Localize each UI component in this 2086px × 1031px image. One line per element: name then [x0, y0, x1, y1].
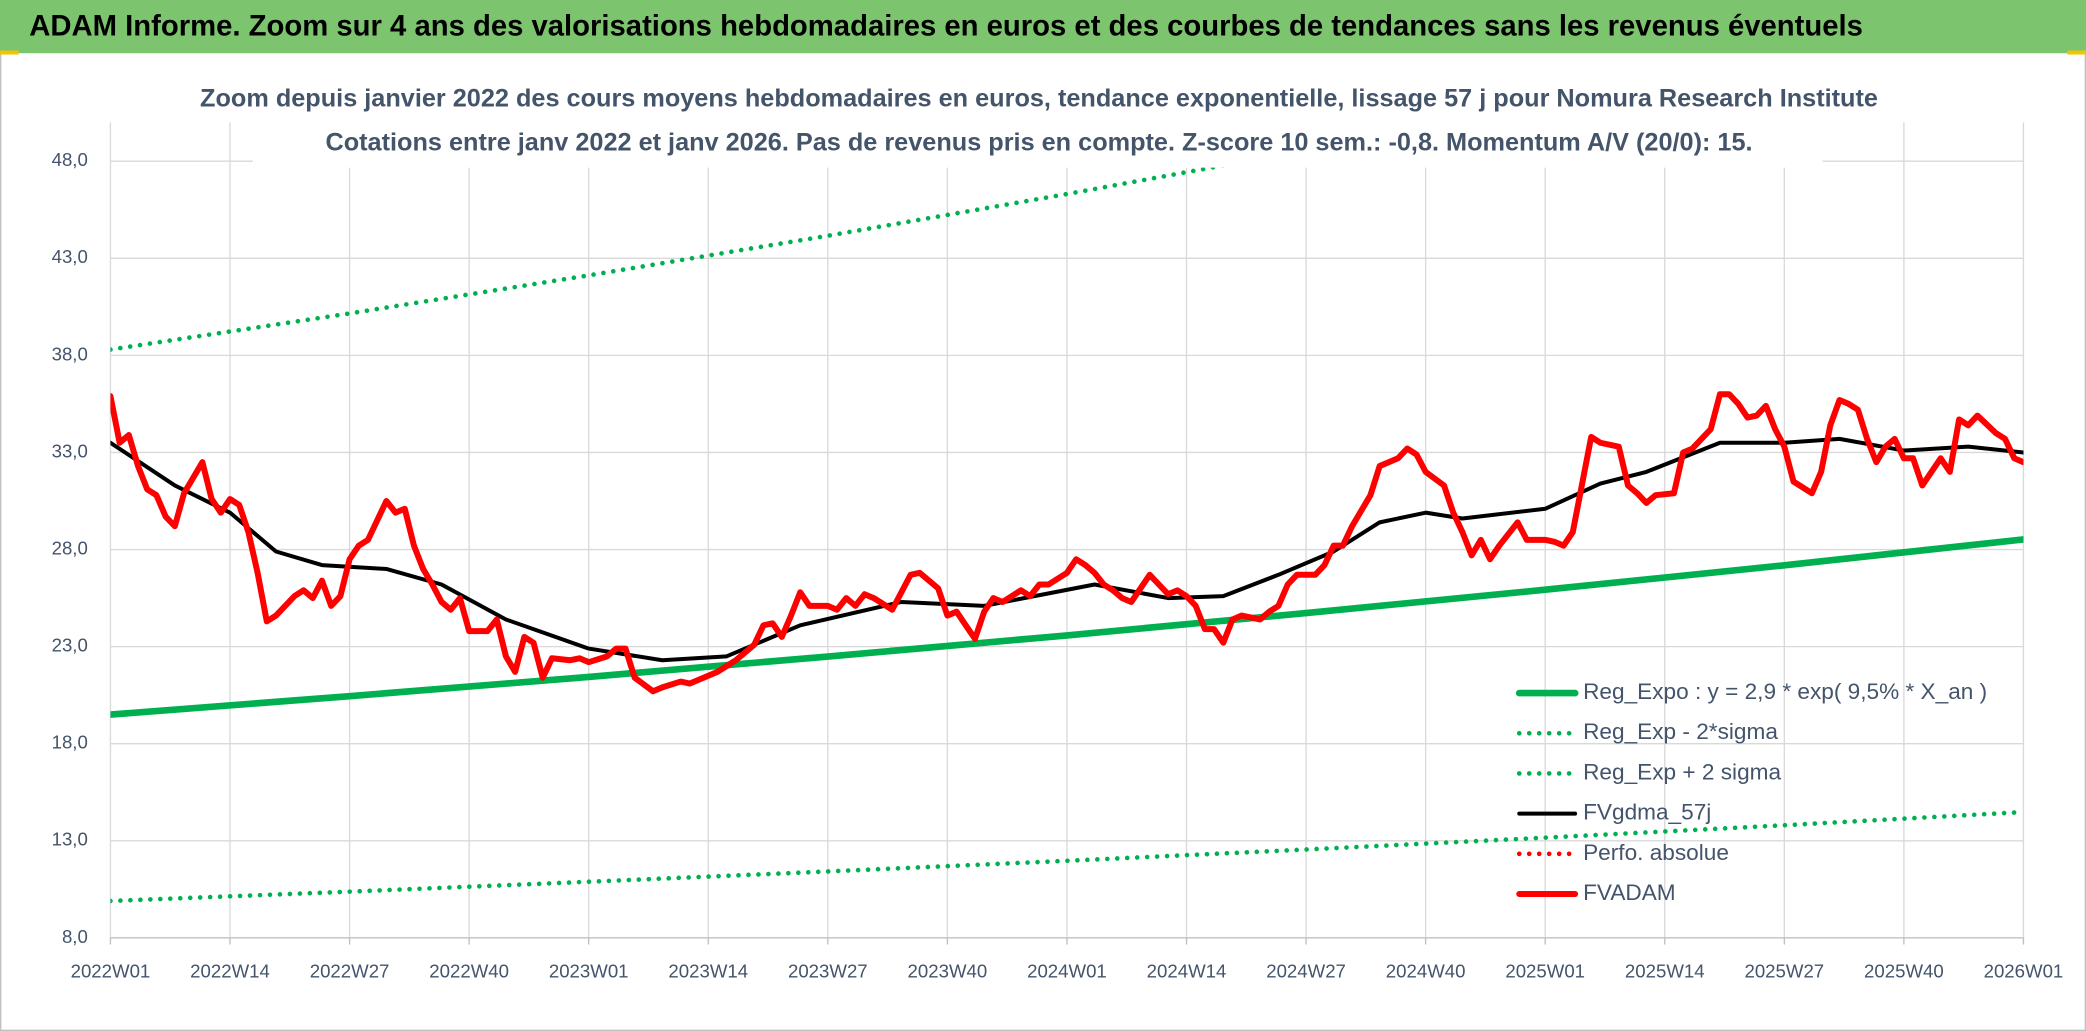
- plot: [110, 122, 2024, 904]
- y-tick-label: 48,0: [52, 149, 88, 170]
- legend-label: Perfo. absolue: [1583, 840, 1729, 865]
- series-line: [110, 391, 2024, 695]
- y-tick-label: 38,0: [52, 343, 88, 364]
- chart-subtitle: Cotations entre janv 2022 et janv 2026. …: [325, 128, 1752, 156]
- x-tick-label: 2024W01: [1027, 960, 1107, 981]
- legend-label: FVgdma_57j: [1583, 800, 1711, 825]
- x-tick-label: 2025W27: [1744, 960, 1824, 981]
- header-accent: [0, 50, 19, 55]
- y-tick-label: 43,0: [52, 246, 88, 267]
- header-accent: [2067, 50, 2086, 55]
- x-tick-label: 2022W40: [429, 960, 509, 981]
- y-tick-label: 18,0: [52, 732, 88, 753]
- axes: 8,0 13,0 18,0 23,0 28,0 33,0 38,0 43,0 48,0 2022W…: [52, 149, 2064, 981]
- series-line: [110, 536, 2024, 718]
- y-tick-label: 13,0: [52, 829, 88, 850]
- series-line: [110, 122, 1464, 352]
- x-tick-label: 2025W40: [1864, 960, 1944, 981]
- y-tick-label: 33,0: [52, 440, 88, 461]
- y-tick-label: 28,0: [52, 537, 88, 558]
- header-title: ADAM Informe. Zoom sur 4 ans des valoris…: [29, 11, 1863, 43]
- x-tick-label: 2024W14: [1147, 960, 1227, 981]
- x-tick-label: 2023W14: [668, 960, 748, 981]
- x-tick-label: 2023W01: [549, 960, 629, 981]
- legend-label: Reg_Exp - 2*sigma: [1583, 719, 1778, 744]
- series-line: [110, 809, 2024, 904]
- legend: Reg_Expo : y = 2,9 * exp( 9,5% * X_an ) R…: [1515, 679, 1987, 905]
- series-line: [110, 436, 2024, 663]
- x-tick-label: 2022W01: [71, 960, 151, 981]
- x-tick-label: 2025W14: [1625, 960, 1705, 981]
- chart-title: Zoom depuis janvier 2022 des cours moyen…: [200, 84, 1878, 112]
- header-bar: [0, 0, 2086, 54]
- x-tick-label: 2026W01: [1984, 960, 2064, 981]
- y-tick-label: 8,0: [62, 926, 88, 947]
- x-tick-label: 2023W27: [788, 960, 868, 981]
- grid: [109, 122, 2025, 939]
- x-tick-label: 2022W14: [190, 960, 270, 981]
- x-tick-label: 2024W27: [1266, 960, 1346, 981]
- legend-label: Reg_Expo : y = 2,9 * exp( 9,5% * X_an ): [1583, 679, 1987, 704]
- legend-label: FVADAM: [1583, 880, 1676, 905]
- y-tick-label: 23,0: [52, 635, 88, 656]
- legend-label: Reg_Exp + 2 sigma: [1583, 759, 1781, 784]
- title-box: [252, 77, 1823, 168]
- x-tick-label: 2024W40: [1386, 960, 1466, 981]
- x-tick-label: 2025W01: [1505, 960, 1585, 981]
- x-tick-label: 2023W40: [908, 960, 988, 981]
- x-tick-label: 2022W27: [310, 960, 390, 981]
